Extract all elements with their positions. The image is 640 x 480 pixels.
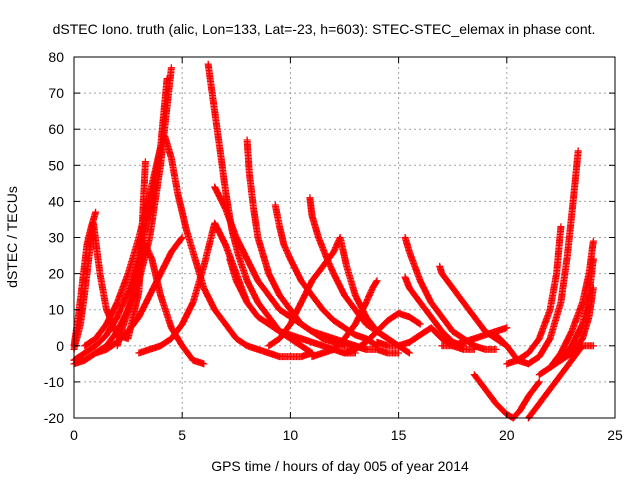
series-arc-07: [113, 241, 208, 368]
data-marks: [265, 234, 392, 350]
data-marks: [503, 223, 565, 368]
x-tick-label: 10: [283, 427, 299, 443]
y-tick-label: 10: [48, 302, 64, 318]
x-tick-label: 15: [391, 427, 407, 443]
series-arc-24: [492, 147, 582, 368]
series-arc-17: [308, 277, 381, 361]
y-tick-label: 70: [48, 85, 64, 101]
x-tick-label: 0: [70, 427, 78, 443]
series-arc-05: [81, 143, 165, 350]
y-tick-label: 40: [48, 193, 64, 209]
series-arc-25: [503, 223, 565, 368]
y-tick-label: 30: [48, 230, 64, 246]
data-marks: [113, 241, 208, 368]
data-marks: [81, 143, 165, 350]
y-tick-label: 80: [48, 49, 64, 65]
y-tick-label: 50: [48, 157, 64, 173]
y-tick-label: -10: [44, 374, 64, 390]
series-arc-18: [341, 309, 424, 357]
series-arc-23: [438, 324, 511, 350]
data-marks: [470, 371, 543, 422]
data-marks: [161, 132, 316, 361]
data-marks: [557, 284, 597, 364]
x-tick-label: 5: [178, 427, 186, 443]
x-axis-label: GPS time / hours of day 005 of year 2014: [211, 458, 469, 474]
data-marks: [271, 201, 381, 350]
y-axis-label: dSTEC / TECUs: [4, 186, 20, 288]
series-arc-16: [265, 234, 392, 350]
data-marks: [438, 324, 511, 350]
data-marks: [308, 277, 381, 361]
y-tick-label: 60: [48, 121, 64, 137]
y-tick-label: 0: [56, 338, 64, 354]
y-tick-label: 20: [48, 266, 64, 282]
y-tick-label: -20: [44, 410, 64, 426]
chart-title: dSTEC Iono. truth (alic, Lon=133, Lat=-2…: [53, 21, 596, 37]
series-arc-09: [161, 132, 316, 361]
data-marks: [492, 147, 582, 368]
series-arc-26: [470, 371, 543, 422]
axis-ticks: 0 5 10 15 20 25 -20 -10 0 10 20 30 40 50 60 70 80: [44, 49, 623, 443]
data-marks: [341, 309, 424, 357]
series-arc-30: [557, 284, 597, 364]
x-tick-label: 20: [499, 427, 515, 443]
data-points: [70, 60, 597, 422]
x-tick-label: 25: [607, 427, 623, 443]
series-arc-14: [271, 201, 381, 350]
